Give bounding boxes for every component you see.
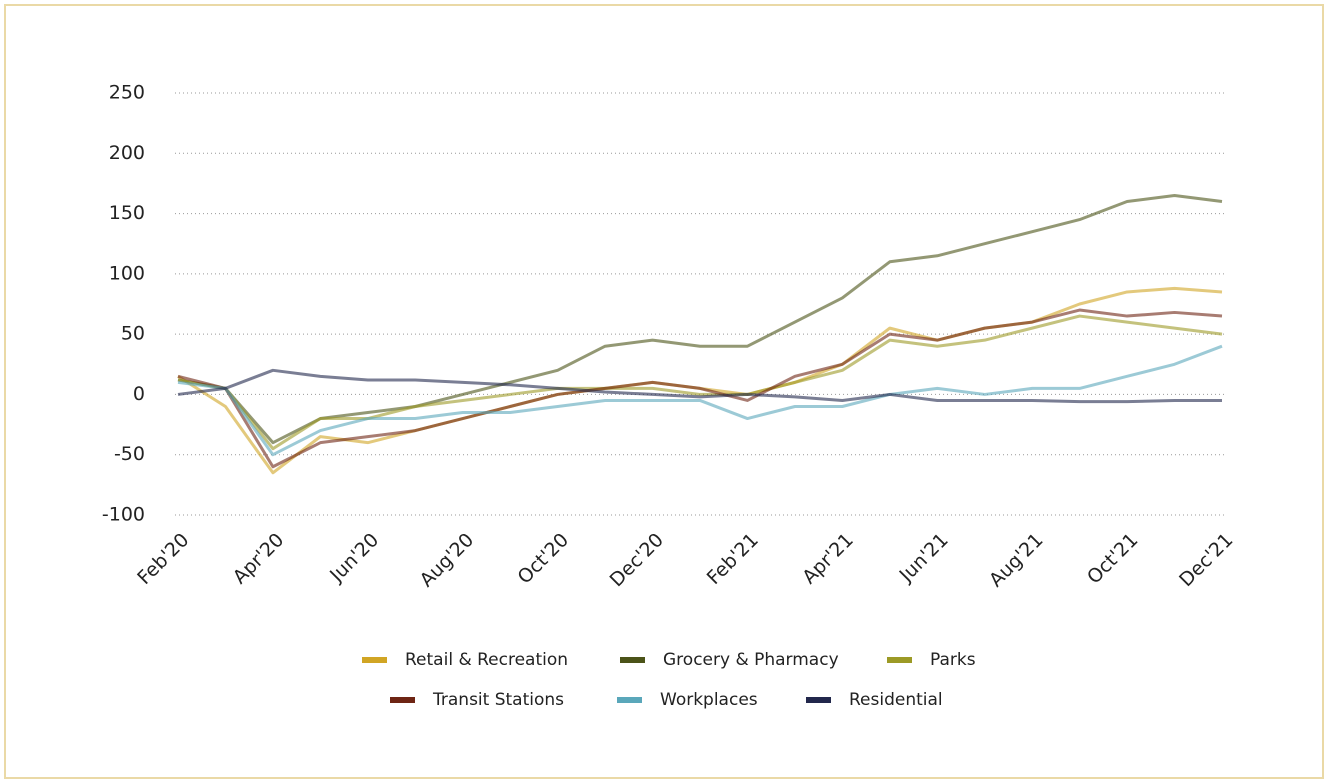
x-tick-label: Dec'21 (1175, 529, 1237, 591)
legend-swatch (617, 697, 642, 703)
x-tick-label: Feb'20 (133, 529, 193, 589)
y-tick-label: 50 (121, 323, 145, 345)
x-tick-label: Feb'21 (703, 529, 763, 589)
series-line (177, 308, 1223, 469)
x-tick-label: Dec'20 (606, 529, 668, 591)
legend-label: Retail & Recreation (405, 650, 568, 670)
x-tick-label: Oct'20 (513, 529, 573, 589)
x-tick-label: Aug'21 (985, 529, 1048, 592)
series-line (177, 314, 1223, 451)
y-tick-label: 150 (109, 202, 145, 224)
legend-label: Parks (930, 650, 976, 670)
x-tick-label: Aug'20 (416, 529, 479, 592)
x-tick-label: Apr'20 (229, 529, 289, 589)
x-tick-label: Apr'21 (798, 529, 858, 589)
y-tick-label: -100 (102, 504, 145, 526)
legend-label: Grocery & Pharmacy (663, 650, 839, 670)
y-tick-label: 250 (109, 82, 145, 104)
legend-swatch (620, 657, 645, 663)
legend-label: Transit Stations (432, 690, 564, 710)
x-tick-label: Oct'21 (1083, 529, 1143, 589)
series-line (177, 368, 1222, 404)
legend-swatch (362, 657, 387, 663)
legend-label: Workplaces (660, 690, 758, 710)
legend-swatch (390, 697, 415, 703)
series-line (177, 344, 1223, 457)
x-tick-label: Jun'21 (895, 529, 953, 587)
y-tick-label: 100 (109, 262, 145, 284)
legend-swatch (806, 697, 831, 703)
y-tick-label: 200 (109, 142, 145, 164)
legend-swatch (887, 657, 912, 663)
frame (4, 4, 1324, 779)
x-tick-label: Jun'20 (325, 529, 383, 587)
series-line (177, 286, 1223, 475)
y-tick-label: -50 (114, 443, 145, 465)
series-line (177, 193, 1223, 445)
legend-label: Residential (849, 690, 943, 710)
y-tick-label: 0 (133, 383, 145, 405)
